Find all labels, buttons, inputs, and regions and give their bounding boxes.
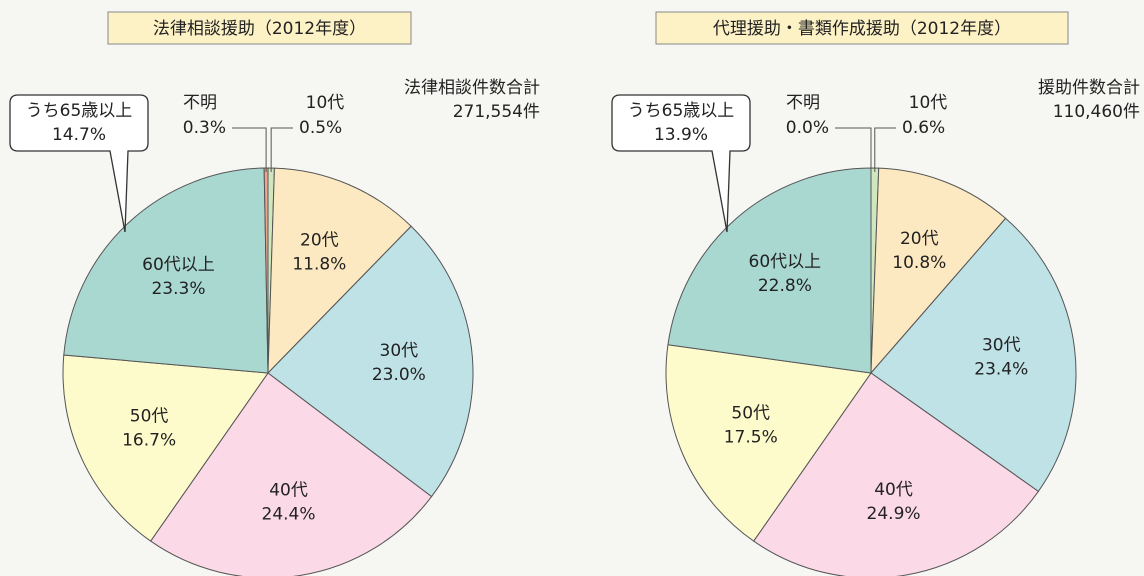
pie-slice bbox=[63, 167, 269, 374]
chart-title: 法律相談援助（2012年度） bbox=[153, 19, 366, 39]
slice-value: 16.7% bbox=[122, 430, 176, 450]
callout-label: うち65歳以上 bbox=[26, 101, 133, 121]
slice-label: 20代 bbox=[900, 229, 939, 249]
slice-value: 0.0% bbox=[786, 118, 829, 138]
total-label: 法律相談件数合計 bbox=[404, 78, 540, 98]
leader-line bbox=[874, 127, 896, 173]
total-label: 援助件数合計 bbox=[1038, 78, 1140, 98]
slice-label: 不明 bbox=[786, 93, 820, 113]
slice-label: 60代以上 bbox=[142, 255, 215, 275]
callout-value: 14.7% bbox=[52, 125, 106, 145]
slice-label: 40代 bbox=[269, 481, 308, 501]
slice-label: 20代 bbox=[300, 230, 339, 250]
chart-title: 代理援助・書類作成援助（2012年度） bbox=[713, 19, 1011, 39]
pie-slice bbox=[149, 372, 433, 576]
slice-value: 22.8% bbox=[758, 276, 812, 296]
slice-value: 23.0% bbox=[372, 365, 426, 385]
pie-slice bbox=[267, 225, 474, 498]
slice-value: 0.5% bbox=[299, 118, 342, 138]
slice-label: 30代 bbox=[380, 341, 419, 361]
slice-value: 10.8% bbox=[892, 253, 946, 273]
title-box bbox=[107, 11, 412, 45]
pie-slice bbox=[665, 344, 872, 542]
slice-label: 50代 bbox=[130, 406, 169, 426]
slice-value: 24.4% bbox=[262, 505, 316, 525]
slice-label: 50代 bbox=[731, 403, 770, 423]
callout-label: うち65歳以上 bbox=[628, 101, 735, 121]
slice-label: 不明 bbox=[183, 93, 217, 113]
slice-value: 24.9% bbox=[867, 504, 921, 524]
slice-value: 11.8% bbox=[292, 254, 346, 274]
slice-value: 0.6% bbox=[902, 118, 945, 138]
pie-slice bbox=[870, 217, 1077, 493]
leader-line bbox=[232, 127, 267, 173]
slice-label: 40代 bbox=[874, 480, 913, 500]
slice-value: 23.3% bbox=[151, 279, 205, 299]
pie-slice bbox=[267, 167, 412, 375]
slice-label: 60代以上 bbox=[749, 252, 822, 272]
pie-slice bbox=[62, 354, 269, 542]
slice-value: 23.4% bbox=[974, 359, 1028, 379]
pie-slice bbox=[667, 167, 872, 374]
total-value: 271,554件 bbox=[453, 102, 540, 122]
callout-value: 13.9% bbox=[654, 125, 708, 145]
callout bbox=[611, 94, 751, 233]
leader-line bbox=[270, 127, 293, 173]
title-box bbox=[655, 11, 1069, 45]
slice-label: 10代 bbox=[909, 93, 948, 113]
slice-value: 17.5% bbox=[724, 427, 778, 447]
leader-line bbox=[835, 127, 872, 172]
slice-label: 10代 bbox=[306, 93, 345, 113]
pie-slice bbox=[752, 372, 1040, 576]
callout bbox=[9, 94, 149, 233]
pie-slice bbox=[870, 167, 1007, 375]
total-value: 110,460件 bbox=[1053, 102, 1140, 122]
slice-label: 30代 bbox=[982, 335, 1021, 355]
slice-value: 0.3% bbox=[183, 118, 226, 138]
